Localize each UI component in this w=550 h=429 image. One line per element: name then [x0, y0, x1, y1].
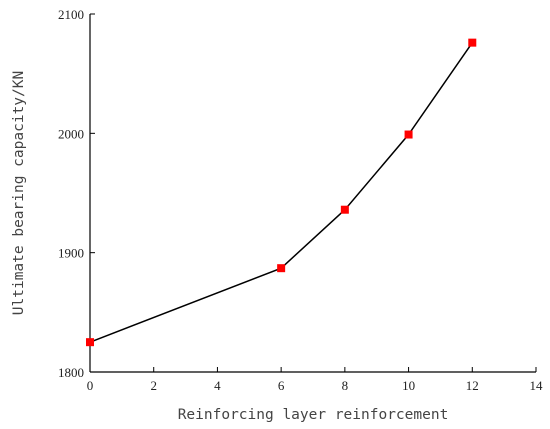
y-tick-label-2: 2000: [58, 126, 84, 141]
x-tick-label-7: 14: [530, 378, 544, 393]
series-line-0: [89, 42, 473, 343]
series-layer: [86, 38, 477, 347]
y-axis-title: Ultimate bearing capacity/KN: [11, 71, 27, 315]
x-tick-label-5: 10: [402, 378, 415, 393]
x-tick-label-3: 6: [278, 378, 285, 393]
data-point-0-2: [340, 205, 349, 214]
x-tick-label-0: 0: [87, 378, 94, 393]
data-point-0-4: [468, 38, 477, 47]
y-tick-label-1: 1900: [58, 246, 84, 261]
y-tick-label-3: 2100: [58, 7, 84, 22]
x-axis-ticks: 0 2 4 6 8 10 12 14: [87, 367, 543, 393]
y-tick-label-0: 1800: [58, 365, 84, 380]
data-point-0-1: [277, 264, 286, 273]
data-point-0-3: [404, 130, 413, 139]
x-tick-label-1: 2: [150, 378, 157, 393]
plot-area: 0 2 4 6 8 10 12 14 1800 1900 2000 2100: [58, 7, 543, 393]
x-tick-label-6: 12: [466, 378, 479, 393]
x-tick-label-4: 8: [342, 378, 349, 393]
x-tick-label-2: 4: [214, 378, 221, 393]
data-point-0-0: [86, 338, 94, 347]
y-axis-ticks: 1800 1900 2000 2100: [58, 7, 95, 380]
x-axis-title: Reinforcing layer reinforcement: [178, 407, 449, 423]
